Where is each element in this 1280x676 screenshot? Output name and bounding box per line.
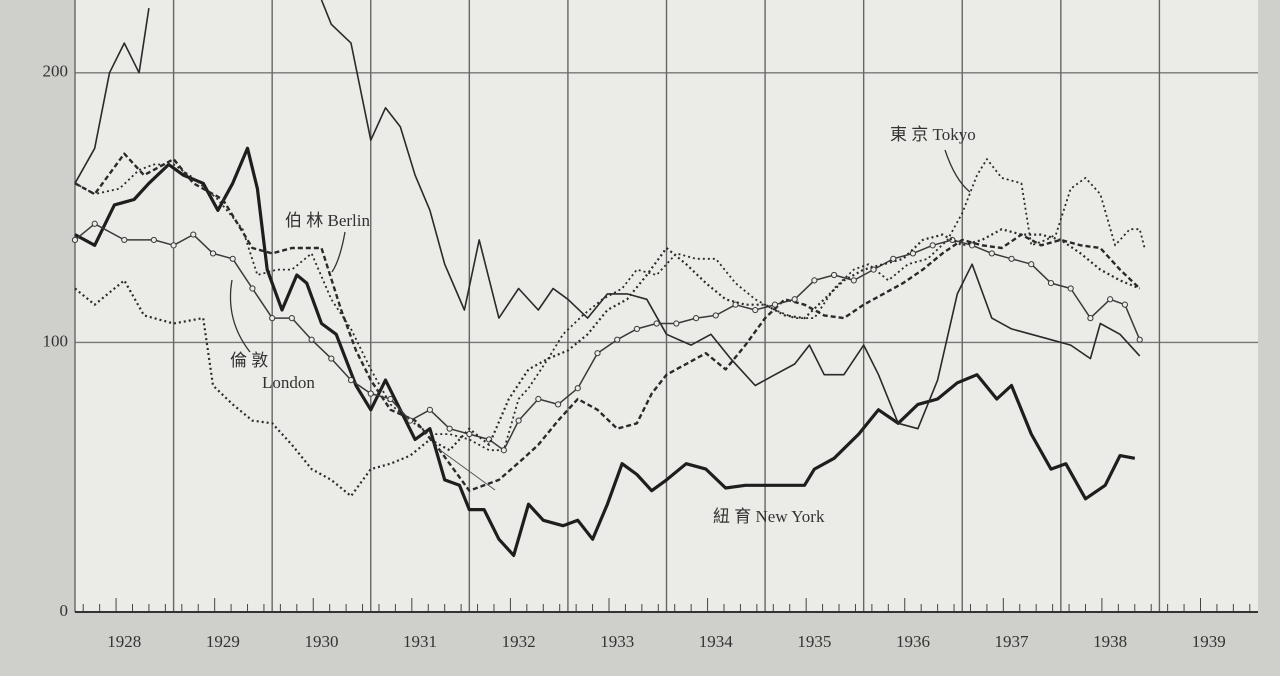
annotation: London: [262, 373, 315, 392]
point: [71, 236, 79, 244]
point: [91, 220, 98, 227]
series-line: [320, 0, 1141, 430]
x-tick-label: 1937: [995, 632, 1030, 651]
point: [288, 315, 295, 322]
point: [170, 242, 177, 249]
point: [1067, 285, 1074, 292]
point: [1107, 296, 1114, 303]
x-tick-label: 1938: [1093, 632, 1127, 651]
point: [791, 296, 798, 303]
annotation: 伯 林 Berlin: [285, 211, 370, 230]
y-tick-label: 200: [43, 62, 69, 81]
point: [633, 325, 641, 333]
x-tick-label: 1935: [797, 632, 831, 651]
annotation: 紐 育 New York: [713, 507, 825, 526]
annotation: 東 京 Tokyo: [890, 125, 976, 144]
point: [850, 277, 857, 284]
series-line: [74, 7, 150, 184]
x-tick-label: 1928: [107, 632, 141, 651]
x-tick-label: 1939: [1192, 632, 1226, 651]
point: [811, 277, 818, 284]
point: [209, 250, 217, 257]
x-tick-label: 1934: [699, 632, 734, 651]
y-tick-label: 100: [43, 331, 69, 350]
pointer: [331, 231, 346, 273]
x-tick-label: 1929: [206, 632, 240, 651]
point: [969, 242, 976, 249]
point: [426, 406, 433, 413]
point: [500, 447, 507, 454]
point: [988, 250, 995, 257]
point: [1121, 301, 1129, 308]
point: [1008, 255, 1015, 262]
point: [653, 320, 660, 327]
x-tick-label: 1930: [304, 632, 338, 651]
series-line: [74, 152, 1141, 492]
x-tick-label: 1931: [403, 632, 437, 651]
point: [712, 312, 719, 319]
point: [830, 271, 838, 279]
x-tick-label: 1932: [502, 632, 536, 651]
point: [1047, 279, 1055, 287]
point: [692, 315, 700, 322]
y-tick-label: 0: [60, 601, 69, 620]
point: [121, 236, 128, 244]
point: [929, 242, 936, 249]
annotation: 倫 敦: [230, 351, 268, 370]
point: [466, 430, 473, 438]
point: [328, 355, 335, 362]
point: [387, 395, 394, 403]
point: [1028, 261, 1035, 268]
point: [150, 236, 157, 244]
point: [229, 255, 236, 262]
point: [771, 301, 779, 308]
point: [190, 231, 197, 238]
point: [1087, 315, 1094, 322]
point: [673, 320, 680, 327]
point: [347, 377, 355, 384]
point: [535, 395, 542, 403]
pointer: [439, 449, 496, 491]
point: [269, 315, 276, 322]
x-tick-label: 1936: [896, 632, 930, 651]
point: [574, 385, 581, 392]
point: [752, 306, 759, 314]
series-line: [74, 146, 1136, 557]
point: [249, 285, 256, 292]
point: [308, 336, 315, 343]
point: [1136, 336, 1143, 343]
series-line: [74, 158, 1146, 452]
point: [407, 417, 414, 424]
point: [446, 425, 453, 432]
point: [614, 336, 621, 343]
point: [367, 390, 374, 397]
point: [515, 417, 522, 424]
pointer: [944, 149, 971, 193]
point: [909, 250, 917, 257]
point: [554, 401, 562, 408]
x-tick-label: 1933: [600, 632, 634, 651]
pointer: [229, 279, 251, 353]
point: [594, 350, 601, 357]
lines: [71, 0, 1146, 557]
